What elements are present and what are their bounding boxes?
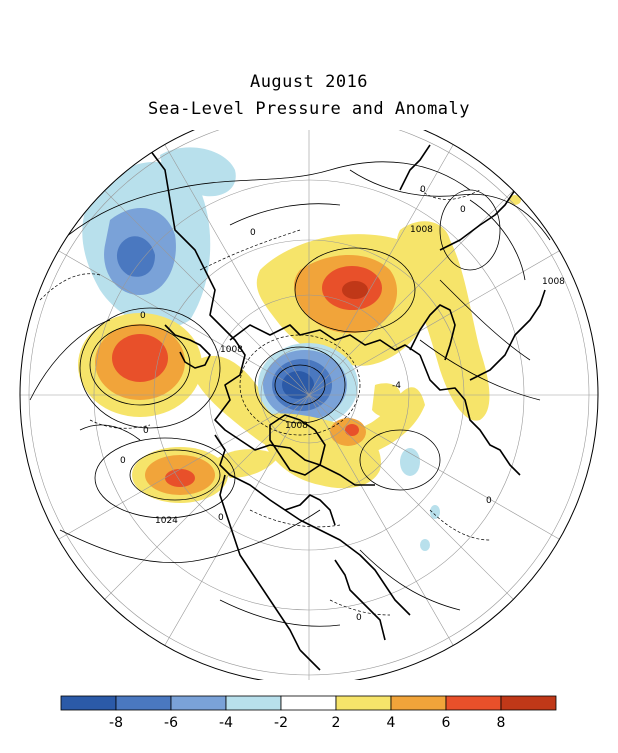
negative-anomaly-small-1 (400, 448, 420, 476)
colorbar-tick-label: -4 (219, 715, 233, 731)
contour-labels: 1008 1008 1008 1008 1024 0 0 0 0 0 0 0 0… (120, 185, 565, 623)
coast-asia-east (149, 149, 375, 486)
colorbar-swatches (60, 695, 557, 711)
negative-anomaly-alaska (160, 147, 236, 197)
contour-label: 0 (356, 613, 362, 623)
negative-anomaly-pacific-4 (116, 236, 155, 277)
colorbar-tick-label: 8 (497, 715, 506, 731)
colorbar-swatch (170, 695, 227, 711)
anomaly-shading (78, 147, 521, 551)
colorbar-swatch (225, 695, 282, 711)
colorbar-swatch (115, 695, 172, 711)
contour-label: 0 (120, 456, 126, 466)
colorbar-tick-label: -6 (164, 715, 178, 731)
contour-label: 0 (460, 205, 466, 215)
contour-label: 0 (140, 311, 146, 321)
map-title: August 2016 (249, 72, 369, 92)
isobars (29, 161, 551, 627)
contour-label: 1008 (285, 421, 308, 431)
positive-anomaly-pacific-6 (112, 334, 168, 382)
coast-us-west (219, 474, 301, 651)
map-content (20, 130, 598, 680)
colorbar: -8 -6 -4 -2 2 4 6 8 (60, 695, 557, 731)
coast-greenland (269, 414, 326, 476)
colorbar-swatch (390, 695, 447, 711)
anomaly-contours (39, 189, 491, 616)
contour-label: 1008 (410, 225, 433, 235)
map-boundary (19, 130, 599, 680)
contour-label: 0 (143, 426, 149, 436)
coast-us-east (334, 559, 386, 641)
positive-anomaly-greenland-6 (345, 424, 359, 436)
coast-canada (214, 434, 411, 616)
coast-mexico (299, 649, 321, 671)
colorbar-swatch (335, 695, 392, 711)
colorbar-tick-label: 2 (332, 715, 341, 731)
positive-anomaly-europe (396, 221, 490, 421)
coast-arabia (439, 174, 521, 251)
colorbar-tick-label: 4 (387, 715, 396, 731)
contour-label: 0 (420, 185, 426, 195)
contour-label: 0 (218, 513, 224, 523)
contour-label: 1024 (155, 516, 178, 526)
colorbar-swatch (280, 695, 337, 711)
coast-india (399, 144, 431, 191)
negative-anomaly-small-3 (420, 539, 430, 551)
graticule (20, 130, 598, 680)
positive-anomaly-lowerleft-6 (165, 469, 195, 487)
coast-europe (419, 354, 521, 476)
contour-label: -4 (392, 381, 401, 391)
contour-label: 0 (250, 228, 256, 238)
coast-scandinavia (409, 304, 456, 361)
map-subtitle: Sea-Level Pressure and Anomaly (147, 99, 471, 119)
coast-alaska (164, 324, 211, 369)
colorbar-swatch (445, 695, 502, 711)
polar-map: 1008 1008 1008 1008 1024 0 0 0 0 0 0 0 0… (19, 130, 599, 680)
positive-anomaly-siberia-8 (342, 281, 368, 299)
colorbar-swatch (500, 695, 557, 711)
colorbar-tick-label: 6 (442, 715, 451, 731)
contour-label: 0 (486, 496, 492, 506)
positive-anomaly-arm (215, 449, 280, 478)
contour-label: 1008 (542, 277, 565, 287)
negative-anomaly-small-2 (430, 505, 440, 519)
colorbar-tick-label: -2 (274, 715, 288, 731)
contour-label: 1008 (220, 345, 243, 355)
coast-mediterranean (469, 289, 546, 381)
coast-hudson (284, 494, 336, 526)
colorbar-labels: -8 -6 -4 -2 2 4 6 8 (109, 715, 505, 731)
colorbar-tick-label: -8 (109, 715, 123, 731)
positive-anomaly-europe-2 (372, 383, 401, 417)
coast-russia-north (229, 324, 421, 356)
colorbar-swatch (60, 695, 117, 711)
